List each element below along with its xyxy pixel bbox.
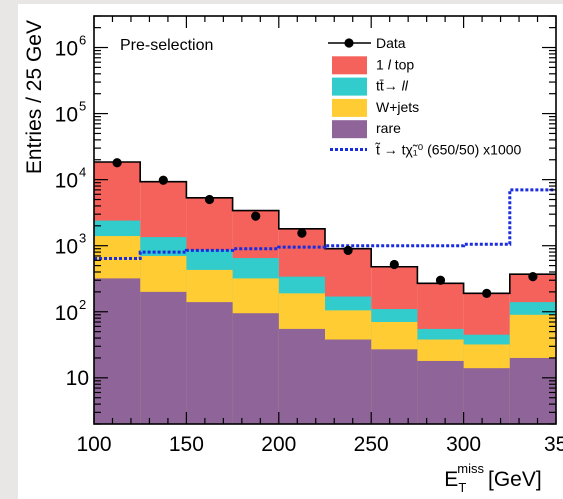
y-tick-label: 10 [66, 367, 89, 390]
x-tick-label: 300 [446, 433, 481, 456]
legend-label-part: tt̄→ [376, 78, 402, 94]
chart-title: Pre-selection [120, 37, 213, 54]
signal-line [94, 188, 556, 261]
data-point-6 [389, 259, 399, 270]
x-title-base: E [444, 468, 458, 491]
legend-data-marker [344, 38, 354, 48]
bar-rare-1 [140, 291, 187, 424]
legend-label-part: top [391, 56, 415, 72]
legend-label-part: ll [402, 78, 409, 94]
x-tick-labels: 100 150 200 250 300 35 [76, 433, 563, 456]
x-tick-label: 35 [544, 433, 563, 456]
legend-label: Data [376, 35, 406, 51]
y-tick-label: 10 [55, 302, 78, 325]
x-tick-label: 150 [169, 433, 204, 456]
x-tick-label: 100 [76, 433, 111, 456]
bar-rare-0 [94, 278, 141, 424]
bar-rare-6 [371, 349, 418, 424]
y-tick-label-exponent: 4 [79, 165, 86, 180]
y-tick-label: 10 [55, 170, 78, 193]
data-point-9 [528, 272, 538, 282]
legend-label: 1 l top [376, 56, 414, 72]
bar-rare-7 [417, 360, 464, 424]
data-point-5 [343, 245, 353, 255]
legend-label-part: 1 [376, 56, 388, 72]
legend-swatch [332, 77, 367, 96]
bar-rare-3 [232, 313, 279, 424]
stack-outline [94, 161, 556, 295]
bar-rare-8 [463, 368, 510, 424]
stack-total-outline [94, 161, 556, 295]
bar-rare-2 [186, 302, 233, 424]
legend-label: W+jets [376, 99, 419, 115]
legend-label-part: l [388, 56, 392, 72]
data-point-7 [435, 275, 446, 285]
axis-ticks [93, 15, 557, 425]
data-point-1 [158, 175, 168, 185]
data-point-4 [297, 228, 307, 238]
y-tick-label-exponent: 5 [79, 99, 86, 114]
bar-rare-4 [278, 328, 325, 424]
x-tick-label: 200 [261, 433, 296, 456]
legend-swatch [332, 56, 367, 75]
y-tick-label: 10 [55, 236, 78, 259]
legend-label: tt̄→ ll [376, 78, 409, 94]
y-tick-label: 10 [55, 104, 78, 127]
data-point-0 [112, 158, 122, 168]
y-axis-title: Entries / 25 GeV [23, 20, 46, 174]
data-points [112, 158, 538, 298]
stack-bars [94, 161, 556, 424]
x-title-sub: T [458, 480, 466, 495]
y-tick-label-exponent: 3 [79, 231, 86, 246]
legend-swatch [332, 98, 367, 117]
x-title-sup: miss [457, 461, 484, 476]
x-title-unit: [GeV] [488, 468, 542, 491]
y-tick-label: 10 [55, 38, 78, 61]
x-tick-label: 250 [354, 433, 389, 456]
y-tick-label-exponent: 6 [79, 33, 86, 48]
bar-rare-5 [325, 339, 372, 424]
legend-label: t̃ → tχ̃₁⁰ (650/50) x1000 [375, 142, 522, 158]
legend-label: rare [376, 120, 401, 136]
legend-swatch [332, 120, 367, 139]
bar-rare-9 [509, 357, 556, 424]
data-point-2 [204, 194, 215, 205]
y-tick-label-exponent: 2 [79, 297, 86, 312]
x-axis-title: ETmiss [GeV] [444, 461, 541, 495]
plot-frame [93, 15, 557, 425]
legend: Data 1 l top tt̄→ ll W+jets rare t̃ → tχ̃₁⁰ (… [328, 35, 522, 158]
data-point-3 [251, 211, 261, 221]
signal-series-line [94, 188, 556, 261]
data-point-8 [482, 288, 492, 298]
